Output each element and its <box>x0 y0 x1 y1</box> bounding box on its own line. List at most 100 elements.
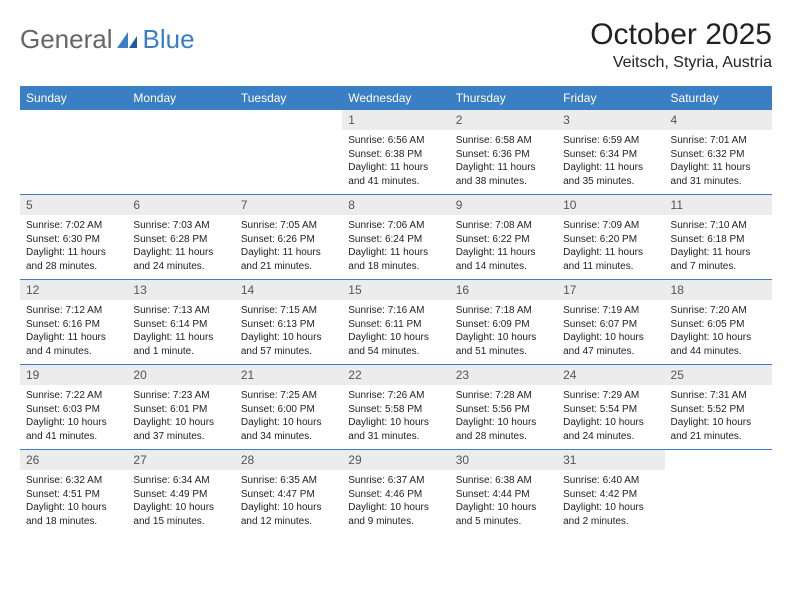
day-details: Sunrise: 7:15 AMSunset: 6:13 PMDaylight:… <box>235 300 342 364</box>
sunset-text: Sunset: 6:00 PM <box>241 403 336 417</box>
daylight-text: Daylight: 10 hours and 51 minutes. <box>456 331 551 358</box>
sunset-text: Sunset: 6:03 PM <box>26 403 121 417</box>
day-number: 21 <box>235 365 342 385</box>
sunset-text: Sunset: 6:22 PM <box>456 233 551 247</box>
calendar-day-cell: 14Sunrise: 7:15 AMSunset: 6:13 PMDayligh… <box>235 280 342 365</box>
day-details: Sunrise: 7:09 AMSunset: 6:20 PMDaylight:… <box>557 215 664 279</box>
sunset-text: Sunset: 5:54 PM <box>563 403 658 417</box>
sunrise-text: Sunrise: 7:06 AM <box>348 219 443 233</box>
sunrise-text: Sunrise: 7:01 AM <box>671 134 766 148</box>
day-number: 7 <box>235 195 342 215</box>
day-details: Sunrise: 7:19 AMSunset: 6:07 PMDaylight:… <box>557 300 664 364</box>
day-number: 6 <box>127 195 234 215</box>
day-number: 17 <box>557 280 664 300</box>
day-number: 22 <box>342 365 449 385</box>
sunset-text: Sunset: 6:30 PM <box>26 233 121 247</box>
day-details: Sunrise: 7:10 AMSunset: 6:18 PMDaylight:… <box>665 215 772 279</box>
calendar-day-cell: 8 Sunrise: 7:06 AMSunset: 6:24 PMDaylight… <box>342 195 449 280</box>
calendar-day-cell: 4 Sunrise: 7:01 AMSunset: 6:32 PMDaylight… <box>665 110 772 195</box>
daylight-text: Daylight: 11 hours and 18 minutes. <box>348 246 443 273</box>
day-number: 24 <box>557 365 664 385</box>
sunrise-text: Sunrise: 7:15 AM <box>241 304 336 318</box>
daylight-text: Daylight: 11 hours and 21 minutes. <box>241 246 336 273</box>
sunset-text: Sunset: 6:36 PM <box>456 148 551 162</box>
calendar-day-cell: 9Sunrise: 7:08 AMSunset: 6:22 PMDaylight… <box>450 195 557 280</box>
daylight-text: Daylight: 10 hours and 44 minutes. <box>671 331 766 358</box>
day-number: 14 <box>235 280 342 300</box>
calendar-day-cell: 22Sunrise: 7:26 AMSunset: 5:58 PMDayligh… <box>342 365 449 450</box>
sunset-text: Sunset: 6:32 PM <box>671 148 766 162</box>
day-details: Sunrise: 6:59 AMSunset: 6:34 PMDaylight:… <box>557 130 664 194</box>
calendar-day-cell: 7Sunrise: 7:05 AMSunset: 6:26 PMDaylight… <box>235 195 342 280</box>
daylight-text: Daylight: 10 hours and 5 minutes. <box>456 501 551 528</box>
calendar-day-cell: 18Sunrise: 7:20 AMSunset: 6:05 PMDayligh… <box>665 280 772 365</box>
sunset-text: Sunset: 6:38 PM <box>348 148 443 162</box>
sunset-text: Sunset: 6:05 PM <box>671 318 766 332</box>
daylight-text: Daylight: 10 hours and 28 minutes. <box>456 416 551 443</box>
day-number: 15 <box>342 280 449 300</box>
sunrise-text: Sunrise: 7:22 AM <box>26 389 121 403</box>
sunrise-text: Sunrise: 7:02 AM <box>26 219 121 233</box>
weekday-header: Thursday <box>450 86 557 110</box>
daylight-text: Daylight: 10 hours and 41 minutes. <box>26 416 121 443</box>
weekday-header: Wednesday <box>342 86 449 110</box>
day-number: 23 <box>450 365 557 385</box>
day-number: 4 <box>665 110 772 130</box>
sunset-text: Sunset: 4:49 PM <box>133 488 228 502</box>
day-details: Sunrise: 7:12 AMSunset: 6:16 PMDaylight:… <box>20 300 127 364</box>
day-number: 18 <box>665 280 772 300</box>
day-number: 9 <box>450 195 557 215</box>
daylight-text: Daylight: 10 hours and 57 minutes. <box>241 331 336 358</box>
month-title: October 2025 <box>590 18 772 52</box>
calendar-day-cell: 29Sunrise: 6:37 AMSunset: 4:46 PMDayligh… <box>342 450 449 535</box>
sunrise-text: Sunrise: 7:03 AM <box>133 219 228 233</box>
sunset-text: Sunset: 4:46 PM <box>348 488 443 502</box>
day-number: 1 <box>342 110 449 130</box>
daylight-text: Daylight: 10 hours and 18 minutes. <box>26 501 121 528</box>
logo-sail-icon <box>115 30 141 50</box>
sunset-text: Sunset: 6:09 PM <box>456 318 551 332</box>
calendar-day-cell: 21Sunrise: 7:25 AMSunset: 6:00 PMDayligh… <box>235 365 342 450</box>
weekday-header: Sunday <box>20 86 127 110</box>
sunset-text: Sunset: 6:24 PM <box>348 233 443 247</box>
calendar-day-cell: 15Sunrise: 7:16 AMSunset: 6:11 PMDayligh… <box>342 280 449 365</box>
calendar-day-cell: 20Sunrise: 7:23 AMSunset: 6:01 PMDayligh… <box>127 365 234 450</box>
day-details: Sunrise: 6:37 AMSunset: 4:46 PMDaylight:… <box>342 470 449 534</box>
logo-text-blue: Blue <box>143 24 195 55</box>
calendar-week-row: 19Sunrise: 7:22 AMSunset: 6:03 PMDayligh… <box>20 365 772 450</box>
daylight-text: Daylight: 10 hours and 37 minutes. <box>133 416 228 443</box>
weekday-header: Tuesday <box>235 86 342 110</box>
sunrise-text: Sunrise: 7:26 AM <box>348 389 443 403</box>
day-details: Sunrise: 6:34 AMSunset: 4:49 PMDaylight:… <box>127 470 234 534</box>
daylight-text: Daylight: 10 hours and 9 minutes. <box>348 501 443 528</box>
daylight-text: Daylight: 11 hours and 11 minutes. <box>563 246 658 273</box>
day-details <box>20 116 127 174</box>
daylight-text: Daylight: 11 hours and 31 minutes. <box>671 161 766 188</box>
calendar-day-cell: 12Sunrise: 7:12 AMSunset: 6:16 PMDayligh… <box>20 280 127 365</box>
sunrise-text: Sunrise: 6:32 AM <box>26 474 121 488</box>
day-number: 29 <box>342 450 449 470</box>
logo: General Blue <box>20 18 195 55</box>
day-number: 8 <box>342 195 449 215</box>
sunset-text: Sunset: 5:56 PM <box>456 403 551 417</box>
day-details: Sunrise: 7:18 AMSunset: 6:09 PMDaylight:… <box>450 300 557 364</box>
day-number: 10 <box>557 195 664 215</box>
daylight-text: Daylight: 10 hours and 15 minutes. <box>133 501 228 528</box>
calendar-body: 1Sunrise: 6:56 AMSunset: 6:38 PMDaylight… <box>20 110 772 534</box>
day-details: Sunrise: 7:26 AMSunset: 5:58 PMDaylight:… <box>342 385 449 449</box>
calendar-day-cell: 28Sunrise: 6:35 AMSunset: 4:47 PMDayligh… <box>235 450 342 535</box>
day-number: 20 <box>127 365 234 385</box>
daylight-text: Daylight: 11 hours and 1 minute. <box>133 331 228 358</box>
sunrise-text: Sunrise: 7:18 AM <box>456 304 551 318</box>
sunset-text: Sunset: 5:58 PM <box>348 403 443 417</box>
daylight-text: Daylight: 10 hours and 21 minutes. <box>671 416 766 443</box>
day-number: 31 <box>557 450 664 470</box>
sunrise-text: Sunrise: 6:34 AM <box>133 474 228 488</box>
day-details: Sunrise: 6:32 AMSunset: 4:51 PMDaylight:… <box>20 470 127 534</box>
day-details: Sunrise: 7:20 AMSunset: 6:05 PMDaylight:… <box>665 300 772 364</box>
day-details: Sunrise: 7:16 AMSunset: 6:11 PMDaylight:… <box>342 300 449 364</box>
day-details: Sunrise: 7:03 AMSunset: 6:28 PMDaylight:… <box>127 215 234 279</box>
day-details: Sunrise: 6:35 AMSunset: 4:47 PMDaylight:… <box>235 470 342 534</box>
calendar-day-cell: 16Sunrise: 7:18 AMSunset: 6:09 PMDayligh… <box>450 280 557 365</box>
sunrise-text: Sunrise: 6:58 AM <box>456 134 551 148</box>
